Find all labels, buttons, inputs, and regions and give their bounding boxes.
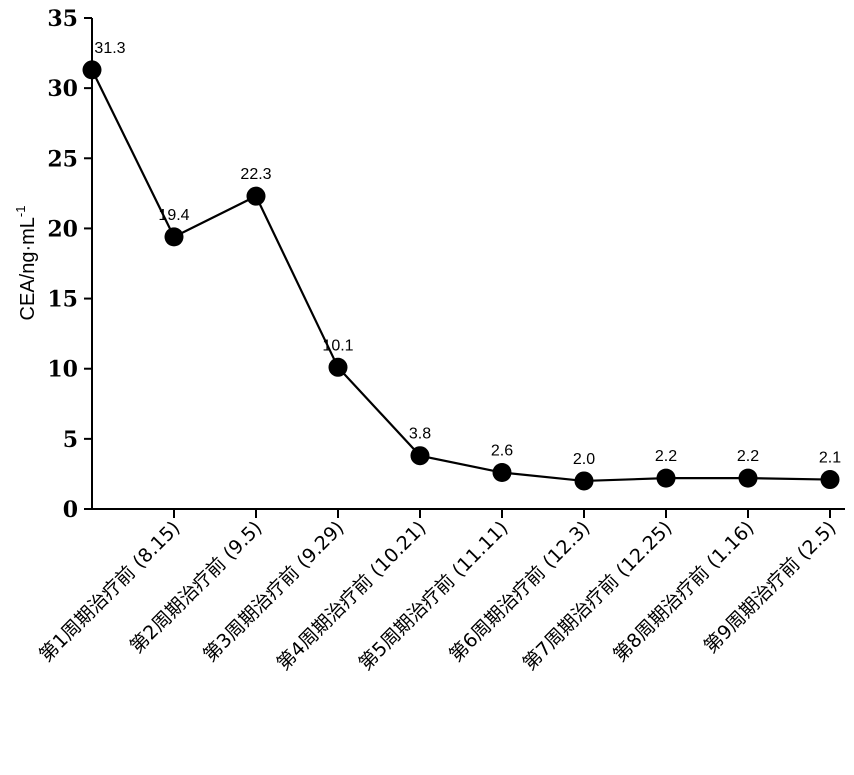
series: 31.3 19.4 22.3 10.1 3.8 2.6 2.0 2.2 2.2 2.1	[82, 40, 841, 491]
x-tick-label: 第7周期治疗前 (12.25)	[519, 517, 677, 675]
data-label: 10.1	[322, 337, 353, 354]
x-tick-label: 第5周期治疗前 (11.11)	[355, 517, 513, 675]
data-point	[246, 186, 266, 206]
y-axis-label-superscript: -1	[13, 206, 28, 218]
y-tick-label: 15	[47, 287, 78, 313]
x-tick-label: 第8周期治疗前 (1.16)	[609, 517, 758, 666]
data-label: 2.2	[737, 448, 759, 465]
y-tick-label: 10	[47, 357, 78, 383]
data-point	[492, 463, 512, 483]
axes	[91, 18, 845, 510]
y-tick-label: 5	[63, 427, 78, 453]
data-point	[328, 357, 348, 377]
data-label: 31.3	[94, 40, 125, 57]
x-tick-label: 第1周期治疗前 (8.15)	[35, 517, 184, 666]
y-ticks: 0 5 10 15 20 25 30 35	[47, 6, 92, 523]
x-tick-label: 第3周期治疗前 (9.29)	[199, 517, 348, 666]
data-label: 2.0	[573, 451, 595, 468]
y-tick-label: 20	[47, 216, 78, 242]
x-tick-label: 第6周期治疗前 (12.3)	[445, 517, 594, 666]
data-label: 22.3	[240, 166, 271, 183]
data-label: 19.4	[158, 207, 189, 224]
y-axis-label: CEA/ng·mL-1	[13, 206, 39, 321]
x-ticks: 第1周期治疗前 (8.15)第2周期治疗前 (9.5)第3周期治疗前 (9.29…	[35, 509, 841, 675]
x-tick-label: 第4周期治疗前 (10.21)	[273, 517, 431, 675]
data-point	[410, 446, 430, 466]
data-point	[574, 471, 594, 491]
data-point	[820, 470, 840, 490]
y-tick-label: 35	[47, 6, 78, 32]
series-line	[91, 69, 831, 483]
data-label: 2.1	[819, 450, 841, 467]
y-tick-label: 30	[47, 76, 78, 102]
data-label: 3.8	[409, 426, 431, 443]
data-label: 2.2	[655, 448, 677, 465]
data-point	[738, 468, 758, 488]
data-point	[164, 227, 184, 247]
y-tick-label: 25	[47, 146, 78, 172]
data-point	[82, 60, 102, 80]
data-label: 2.6	[491, 443, 513, 460]
data-point	[656, 468, 676, 488]
y-tick-label: 0	[63, 497, 78, 523]
